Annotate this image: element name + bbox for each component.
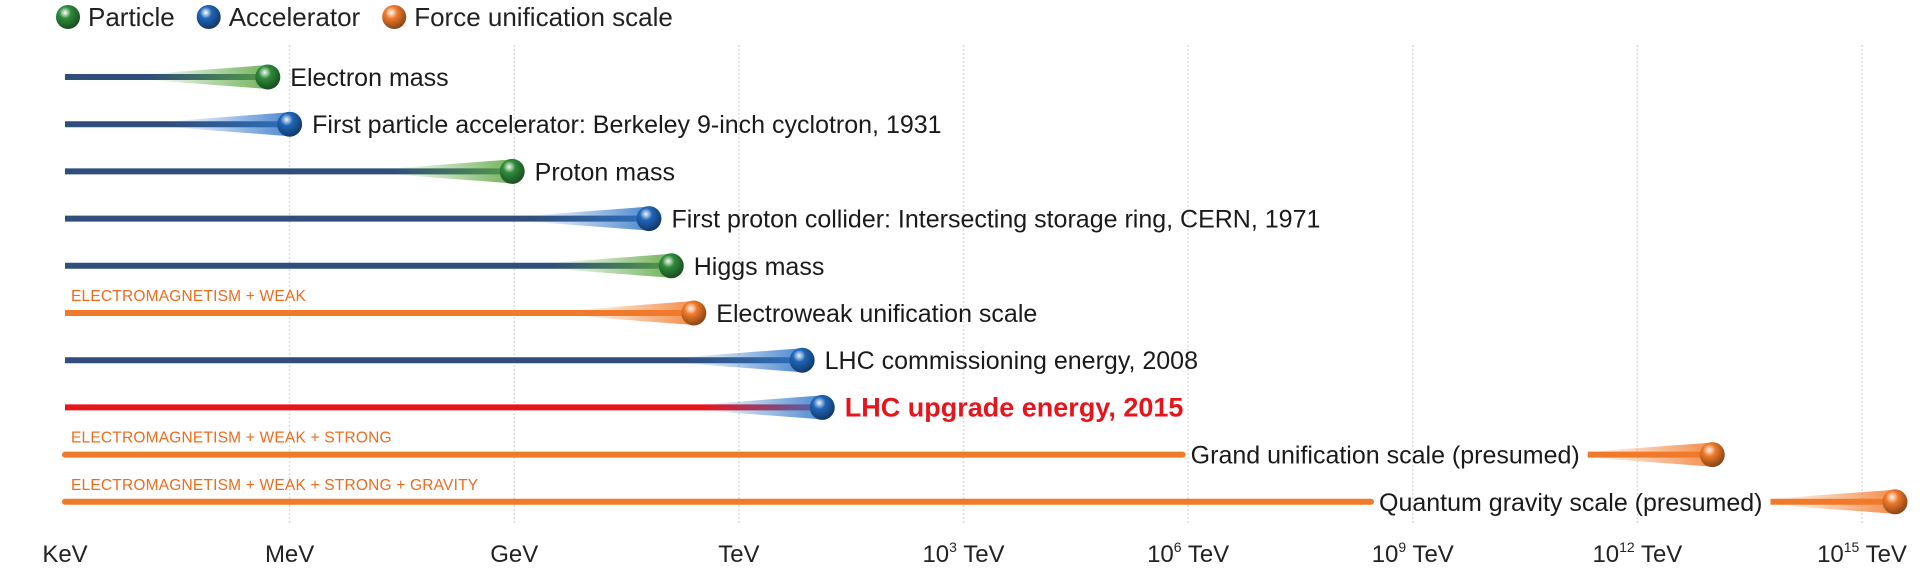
bar-label: Quantum gravity scale (presumed): [1379, 489, 1762, 517]
bar-label: Higgs mass: [694, 253, 825, 281]
legend-marker-accelerator: [196, 5, 221, 29]
x-tick-label: GeV: [490, 541, 538, 568]
bar-marker-force: [681, 300, 707, 326]
bar-tail: [682, 348, 803, 373]
x-tick-label: 103 TeV: [922, 539, 1004, 568]
bar-label: Proton mass: [535, 158, 675, 186]
bar-row: First proton collider: Intersecting stor…: [65, 206, 1320, 234]
bar-marker-particle: [499, 158, 525, 184]
bar-tail: [169, 112, 290, 137]
bar-row: ELECTROMAGNETISM + WEAK + STRONG Grand un…: [62, 430, 1725, 470]
legend-marker-particle: [56, 5, 80, 29]
bar-row: Proton mass: [65, 158, 675, 186]
bar-label: Grand unification scale (presumed): [1191, 442, 1580, 470]
force-group-label: ELECTROMAGNETISM + WEAK + STRONG: [71, 430, 392, 447]
legend-item-particle: Particle: [56, 2, 175, 32]
bars: Electron mass First particle accelerator:…: [62, 64, 1908, 517]
bar-tail: [392, 159, 513, 184]
bar-marker-accelerator: [789, 347, 815, 373]
x-axis: KeV MeV GeV TeV 103 TeV 106 TeV 109 TeV 1012 Te…: [42, 539, 1907, 568]
x-tick-label: TeV: [718, 541, 759, 568]
grid: [288, 45, 1863, 525]
legend-label-accelerator: Accelerator: [229, 2, 361, 32]
legend-label-force: Force unification scale: [414, 2, 673, 32]
x-tick-label: KeV: [42, 541, 87, 568]
bar-tail: [573, 301, 694, 325]
legend: Particle Accelerator Force unification sca…: [56, 2, 673, 32]
x-tick-label: 1015 TeV: [1817, 539, 1907, 568]
legend-label-particle: Particle: [88, 2, 175, 32]
bar-marker-accelerator: [636, 206, 662, 232]
force-group-label: ELECTROMAGNETISM + WEAK + STRONG + GRAVI…: [71, 477, 478, 494]
force-group-label: ELECTROMAGNETISM + WEAK: [71, 288, 306, 305]
bar-label: First proton collider: Intersecting stor…: [671, 206, 1320, 234]
bar-row: ELECTROMAGNETISM + WEAK Electroweak unifi…: [65, 288, 1037, 328]
bar-tail: [528, 206, 649, 231]
bar-label: LHC commissioning energy, 2008: [825, 347, 1198, 375]
x-tick-label: 1012 TeV: [1592, 539, 1682, 568]
bar-marker-accelerator: [277, 111, 303, 137]
bar-row: LHC commissioning energy, 2008: [65, 347, 1198, 375]
bar-tail: [147, 65, 268, 89]
bar-tail: [702, 395, 823, 420]
bar-marker-particle: [658, 253, 684, 279]
x-tick-label: 109 TeV: [1372, 539, 1454, 568]
bar-row: LHC upgrade energy, 2015: [65, 392, 1183, 422]
x-tick-label: 106 TeV: [1147, 539, 1229, 568]
legend-item-force: Force unification scale: [382, 2, 673, 32]
bar-row: ELECTROMAGNETISM + WEAK + STRONG + GRAVI…: [62, 477, 1908, 517]
legend-marker-force: [382, 5, 407, 29]
bar-label: Electroweak unification scale: [716, 300, 1037, 328]
bar-label: LHC upgrade energy, 2015: [845, 392, 1184, 422]
x-tick-label: MeV: [265, 541, 314, 568]
bar-marker-force: [1699, 442, 1725, 468]
bar-marker-force: [1882, 489, 1908, 515]
legend-item-accelerator: Accelerator: [196, 2, 361, 32]
bar-row: Electron mass: [65, 64, 449, 92]
bar-label: Electron mass: [290, 64, 448, 92]
bar-row: Higgs mass: [65, 253, 824, 281]
bar-marker-particle: [255, 64, 281, 90]
bar-label: First particle accelerator: Berkeley 9-i…: [312, 111, 941, 139]
bar-row: First particle accelerator: Berkeley 9-i…: [65, 111, 942, 139]
bar-tail: [1770, 489, 1895, 514]
bar-tail: [551, 253, 672, 278]
bar-marker-accelerator: [809, 394, 835, 420]
bar-tail: [1587, 442, 1713, 467]
